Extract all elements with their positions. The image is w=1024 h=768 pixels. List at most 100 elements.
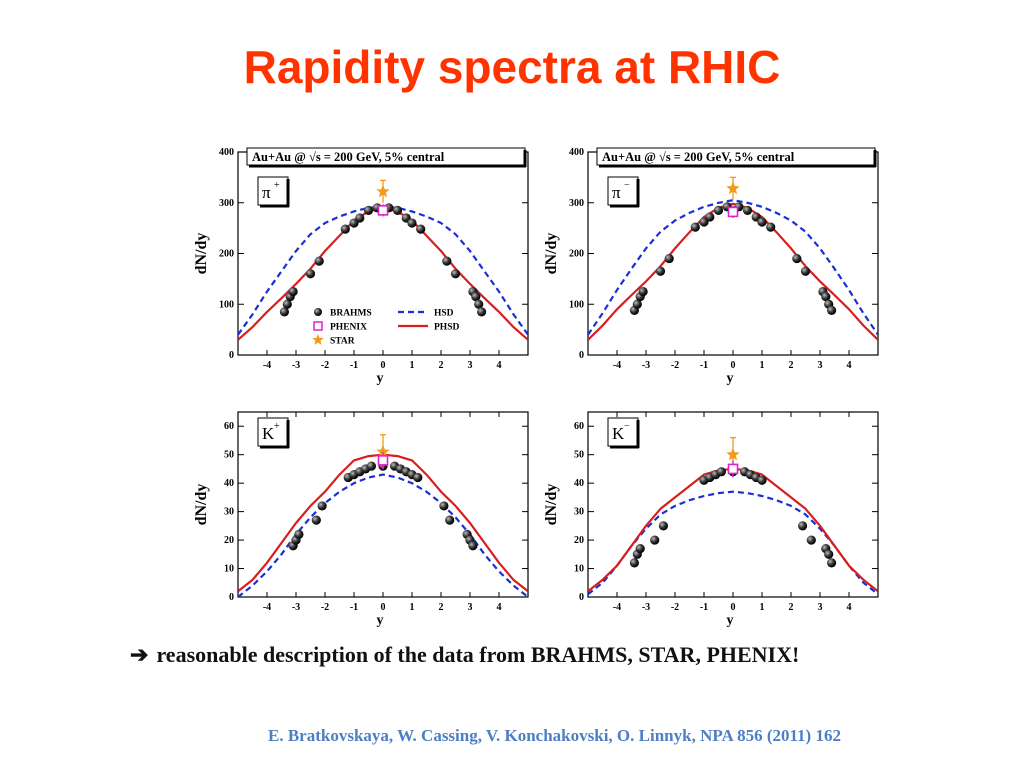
chart-pi-plus: -4 -3 -2 -1 0 1 2 3 4 0 100 200 300 400 y dN/dy Au+Au @ … [180, 140, 540, 400]
star-point [376, 184, 390, 198]
brahms-point [716, 467, 726, 477]
x-tick-label: -1 [350, 602, 358, 613]
conclusion-label: reasonable description of the data from … [156, 642, 800, 667]
particle-label: K [262, 424, 275, 443]
y-tick-label: 200 [219, 249, 234, 260]
brahms-point [288, 286, 298, 297]
brahms-point [800, 266, 811, 276]
brahms-point [705, 212, 715, 222]
y-tick-label: 50 [224, 450, 234, 461]
brahms-point [655, 266, 666, 276]
particle-label: π [262, 183, 271, 202]
hsd-curve [588, 490, 878, 596]
brahms-point [798, 521, 808, 531]
legend-hsd-label: HSD [434, 309, 454, 319]
y-tick-label: 30 [224, 507, 234, 518]
phenix-point [377, 205, 389, 216]
brahms-point [416, 224, 426, 234]
star-point [726, 181, 740, 195]
brahms-point [806, 535, 816, 545]
x-tick-label: -3 [292, 360, 300, 371]
star-point [376, 444, 390, 458]
y-tick-label: 100 [219, 299, 234, 310]
brahms-point [824, 549, 834, 559]
particle-charge: − [624, 421, 630, 432]
x-tick-label: 4 [847, 602, 852, 613]
y-tick-label: 20 [574, 535, 584, 546]
brahms-point [311, 515, 321, 525]
x-tick-label: -3 [642, 602, 650, 613]
y-tick-label: 0 [229, 350, 234, 361]
x-tick-label: 3 [818, 602, 823, 613]
brahms-point [650, 535, 660, 545]
star-point [726, 447, 740, 461]
brahms-point [474, 299, 484, 309]
x-tick-label: 3 [818, 360, 823, 371]
legend-phenix-label: PHENIX [330, 323, 367, 333]
y-tick-label: 0 [579, 350, 584, 361]
y-tick-label: 10 [224, 564, 234, 575]
brahms-point [827, 558, 837, 568]
hsd-curve [238, 205, 528, 336]
particle-label: K [612, 424, 625, 443]
slide-title: Rapidity spectra at RHIC [243, 41, 781, 93]
x-tick-label: 4 [497, 602, 502, 613]
chart-pi-plus-svg: -4 -3 -2 -1 0 1 2 3 4 0 100 200 300 400 y dN/dy Au+Au @ … [193, 147, 529, 386]
phsd-curve [238, 206, 528, 341]
x-tick-label: 0 [731, 602, 736, 613]
y-tick-label: 10 [574, 564, 584, 575]
brahms-point [450, 269, 461, 279]
x-tick-label: 1 [410, 360, 415, 371]
chart-pi-minus: -4 -3 -2 -1 0 1 2 3 4 0 100 200 300 400 y dN/dy Au+Au @ … [530, 140, 890, 400]
x-tick-label: -4 [263, 602, 271, 613]
x-tick-label: 2 [439, 360, 444, 371]
brahms-point [305, 269, 316, 279]
legend-brahms-label: BRAHMS [330, 309, 372, 319]
x-tick-label: -2 [671, 360, 679, 371]
brahms-point [355, 213, 365, 223]
x-tick-label: -4 [613, 602, 621, 613]
y-tick-label: 40 [574, 478, 584, 489]
brahms-point [317, 501, 327, 511]
x-tick-label: 0 [731, 360, 736, 371]
x-tick-label: -3 [292, 602, 300, 613]
x-tick-label: -1 [700, 602, 708, 613]
brahms-point [658, 521, 668, 531]
brahms-point [742, 205, 753, 215]
x-tick-label: -1 [350, 360, 358, 371]
brahms-point [635, 544, 645, 554]
brahms-point [445, 515, 455, 525]
y-tick-label: 30 [574, 507, 584, 518]
x-axis-label: y [377, 613, 384, 628]
brahms-point [757, 217, 767, 227]
y-tick-label: 300 [569, 198, 584, 209]
brahms-point [757, 475, 767, 485]
x-tick-label: -3 [642, 360, 650, 371]
brahms-point [471, 292, 481, 302]
y-tick-label: 0 [579, 592, 584, 603]
particle-charge: + [274, 180, 280, 191]
x-tick-label: 4 [497, 360, 502, 371]
brahms-point [632, 299, 642, 309]
brahms-point [340, 224, 350, 234]
brahms-point [442, 256, 452, 266]
x-tick-label: 2 [789, 360, 794, 371]
particle-charge: − [624, 180, 630, 191]
brahms-point [713, 205, 724, 215]
legend-star-label: STAR [330, 337, 355, 347]
brahms-point [294, 529, 304, 539]
brahms-point [766, 222, 776, 232]
conclusion-text: ➔ reasonable description of the data from… [130, 642, 799, 668]
brahms-point [279, 307, 289, 317]
legend-phsd-label: PHSD [434, 323, 459, 333]
phenix-point [377, 455, 389, 466]
y-tick-label: 50 [574, 450, 584, 461]
x-tick-label: -4 [613, 360, 621, 371]
y-tick-label: 400 [569, 147, 584, 158]
y-tick-label: 60 [574, 421, 584, 432]
legend-brahms-marker [314, 308, 322, 316]
brahms-point [407, 218, 417, 228]
arrow-icon: ➔ [130, 642, 149, 667]
brahms-point [477, 307, 487, 317]
